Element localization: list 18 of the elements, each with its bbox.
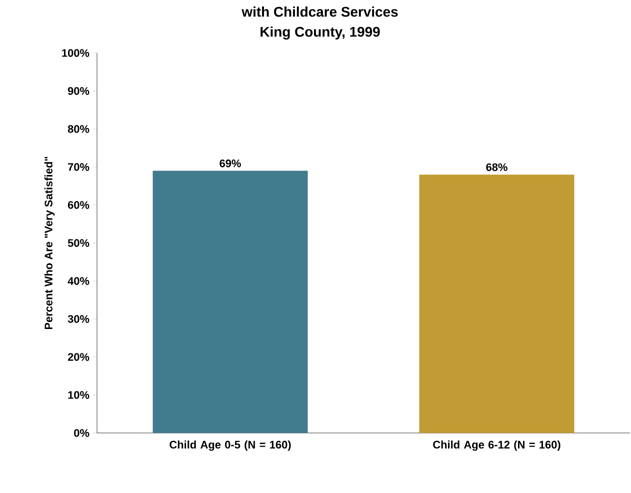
y-tick-label: 10% <box>68 391 90 399</box>
y-tick-label: 0% <box>74 429 90 437</box>
chart-subtitle: King County, 1999 <box>260 26 380 40</box>
y-tick-label: 90% <box>68 87 90 95</box>
y-axis-title: Percent Who Are "Very Satisfied" <box>44 156 55 330</box>
y-tick-label: 50% <box>68 239 90 247</box>
y-tick-label: 20% <box>68 353 90 361</box>
y-tick-label: 30% <box>68 315 90 323</box>
y-tick-label: 60% <box>68 201 90 209</box>
x-tick-label: Child Age 6-12 (N = 160) <box>433 440 560 451</box>
y-tick-label: 40% <box>68 277 90 285</box>
y-tick-label: 70% <box>68 163 90 171</box>
y-tick-label: 80% <box>68 125 90 133</box>
data-label: 69% <box>220 160 241 168</box>
x-tick-label: Child Age 0-5 (N = 160) <box>170 440 291 451</box>
y-tick-label: 100% <box>62 49 90 57</box>
chart-title: with Childcare Services <box>242 6 398 17</box>
data-label: 68% <box>486 163 508 172</box>
